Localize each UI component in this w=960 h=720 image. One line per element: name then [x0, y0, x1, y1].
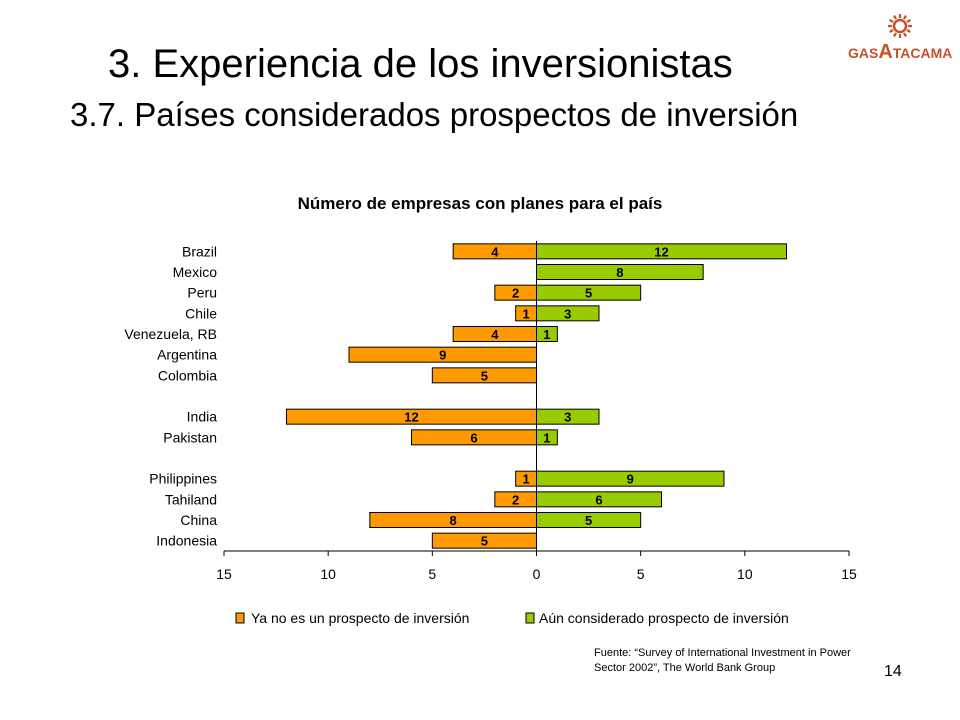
category-label: Peru: [187, 285, 217, 301]
x-tick-label: 5: [428, 566, 436, 582]
x-tick-label: 10: [320, 566, 336, 582]
x-tick-label: 15: [216, 566, 232, 582]
data-label: 5: [585, 286, 592, 301]
legend-label-no-prospect: Ya no es un prospecto de inversión: [251, 610, 469, 626]
sun-ray: [893, 32, 897, 37]
category-label: China: [180, 512, 217, 528]
sun-ray: [889, 19, 894, 23]
logo-text: GASATACAMA: [848, 41, 952, 63]
data-label: 12: [654, 244, 668, 259]
chart-title: Número de empresas con planes para el pa…: [298, 194, 663, 213]
data-label: 1: [522, 472, 529, 487]
data-label: 4: [491, 244, 499, 259]
slide-subtitle: 3.7. Países considerados prospectos de i…: [70, 96, 799, 133]
data-label: 2: [512, 286, 519, 301]
data-label: 5: [481, 368, 488, 383]
category-label: Philippines: [149, 471, 217, 487]
sun-ray: [893, 15, 897, 20]
category-label: Chile: [185, 305, 217, 321]
source-line-1: Fuente: “Survey of International Investm…: [594, 647, 851, 659]
gasatacama-logo: GASATACAMA: [848, 14, 952, 63]
data-label: 9: [439, 348, 446, 363]
data-label: 8: [616, 265, 623, 280]
category-label: Venezuela, RB: [124, 326, 217, 342]
category-label: Mexico: [173, 264, 218, 280]
category-label: India: [187, 409, 218, 425]
data-label: 2: [512, 492, 519, 507]
source-note: Fuente: “Survey of International Investm…: [594, 646, 914, 676]
legend-label-prospect: Aún considerado prospecto de inversión: [539, 610, 789, 626]
x-tick-label: 15: [841, 566, 857, 582]
data-label: 1: [543, 430, 550, 445]
data-label: 6: [470, 430, 477, 445]
data-label: 12: [404, 410, 418, 425]
data-label: 3: [564, 410, 571, 425]
data-label: 5: [585, 513, 592, 528]
data-label: 1: [543, 327, 550, 342]
sun-ray: [906, 29, 911, 33]
legend-swatch-prospect: [525, 612, 535, 624]
sun-ray: [889, 29, 894, 33]
sun-ray: [903, 32, 907, 37]
sun-ray: [906, 19, 911, 23]
data-label: 1: [522, 306, 529, 321]
sun-ray: [903, 15, 907, 20]
data-label: 6: [595, 492, 602, 507]
sun-icon: [888, 14, 912, 38]
source-line-2: Sector 2002”, The World Bank Group: [594, 662, 776, 674]
data-label: 3: [564, 306, 571, 321]
legend-swatch-no-prospect: [235, 612, 245, 624]
x-tick-label: 5: [637, 566, 645, 582]
category-label: Brazil: [182, 243, 217, 259]
category-label: Tahiland: [165, 491, 217, 507]
category-label: Colombia: [158, 367, 217, 383]
data-label: 4: [491, 327, 499, 342]
category-label: Argentina: [157, 347, 217, 363]
page-number: 14: [884, 663, 902, 680]
category-label: Pakistan: [163, 429, 217, 445]
x-tick-label: 0: [533, 566, 541, 582]
category-label: Indonesia: [156, 533, 217, 549]
x-tick-label: 10: [737, 566, 753, 582]
data-label: 8: [450, 513, 457, 528]
data-label: 5: [481, 534, 488, 549]
slide-title: 3. Experiencia de los inversionistas: [108, 42, 733, 86]
data-label: 9: [627, 472, 634, 487]
